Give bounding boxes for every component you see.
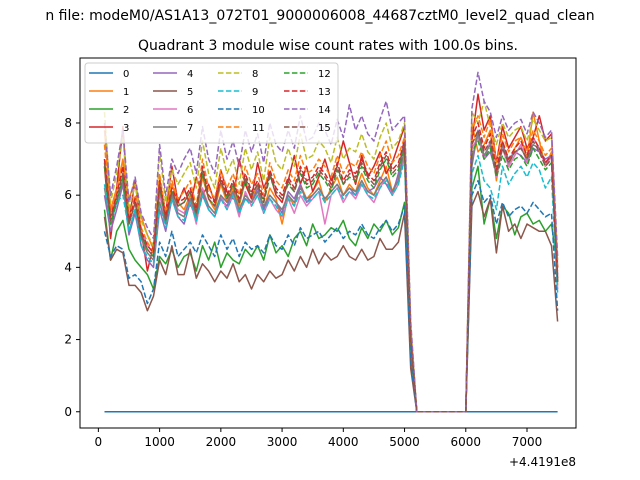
x-tick-label: 2000	[206, 435, 237, 449]
series-line-8	[103, 100, 559, 413]
legend-label-13: 13	[318, 87, 331, 98]
y-tick-label: 2	[64, 333, 72, 347]
y-axis-ticks: 0 2 4 6 8	[64, 116, 80, 419]
legend-label-11: 11	[252, 123, 265, 134]
series-line-14	[103, 71, 559, 413]
legend-label-8: 8	[252, 69, 258, 80]
legend-box	[84, 62, 339, 144]
series-line-13	[103, 122, 559, 413]
y-tick-label: 0	[64, 405, 72, 419]
legend-label-3: 3	[123, 123, 129, 134]
legend-label-1: 1	[123, 87, 129, 98]
x-tick-label: 3000	[267, 435, 298, 449]
legend-label-4: 4	[187, 69, 193, 80]
x-tick-label: 1000	[144, 435, 175, 449]
series-line-10	[103, 179, 559, 413]
legend-label-7: 7	[187, 123, 193, 134]
y-tick-label: 6	[64, 188, 72, 202]
legend-label-14: 14	[318, 105, 331, 116]
plot-frame	[79, 57, 577, 429]
legend-label-0: 0	[123, 69, 129, 80]
series-line-9	[103, 154, 559, 413]
series-line-5	[103, 190, 559, 413]
series-line-3	[103, 93, 559, 413]
x-tick-label: 4000	[328, 435, 359, 449]
series-line-11	[103, 115, 559, 413]
x-tick-label: 7000	[512, 435, 543, 449]
series-line-2	[103, 165, 559, 413]
series-line-1	[103, 111, 559, 413]
y-tick-label: 8	[64, 116, 72, 130]
x-tick-label: 0	[95, 435, 103, 449]
legend-label-9: 9	[252, 87, 258, 98]
plot-series-group	[103, 71, 559, 413]
x-axis-offset-label: +4.4191e8	[509, 455, 576, 469]
legend-label-15: 15	[318, 123, 331, 134]
series-line-12	[103, 140, 559, 413]
y-tick-label: 4	[64, 260, 72, 274]
chart-title: Quadrant 3 module wise count rates with …	[138, 38, 518, 54]
legend-label-10: 10	[252, 105, 265, 116]
legend-label-2: 2	[123, 105, 129, 116]
legend-label-5: 5	[187, 87, 193, 98]
legend-label-6: 6	[187, 105, 193, 116]
x-tick-label: 6000	[451, 435, 482, 449]
x-tick-label: 5000	[389, 435, 420, 449]
legend-label-12: 12	[318, 69, 331, 80]
figure-suptitle: n file: modeM0/AS1A13_072T01_9000006008_…	[45, 8, 594, 24]
x-axis-ticks: 0 1000 2000 3000 4000 5000 6000 7000	[95, 428, 543, 449]
